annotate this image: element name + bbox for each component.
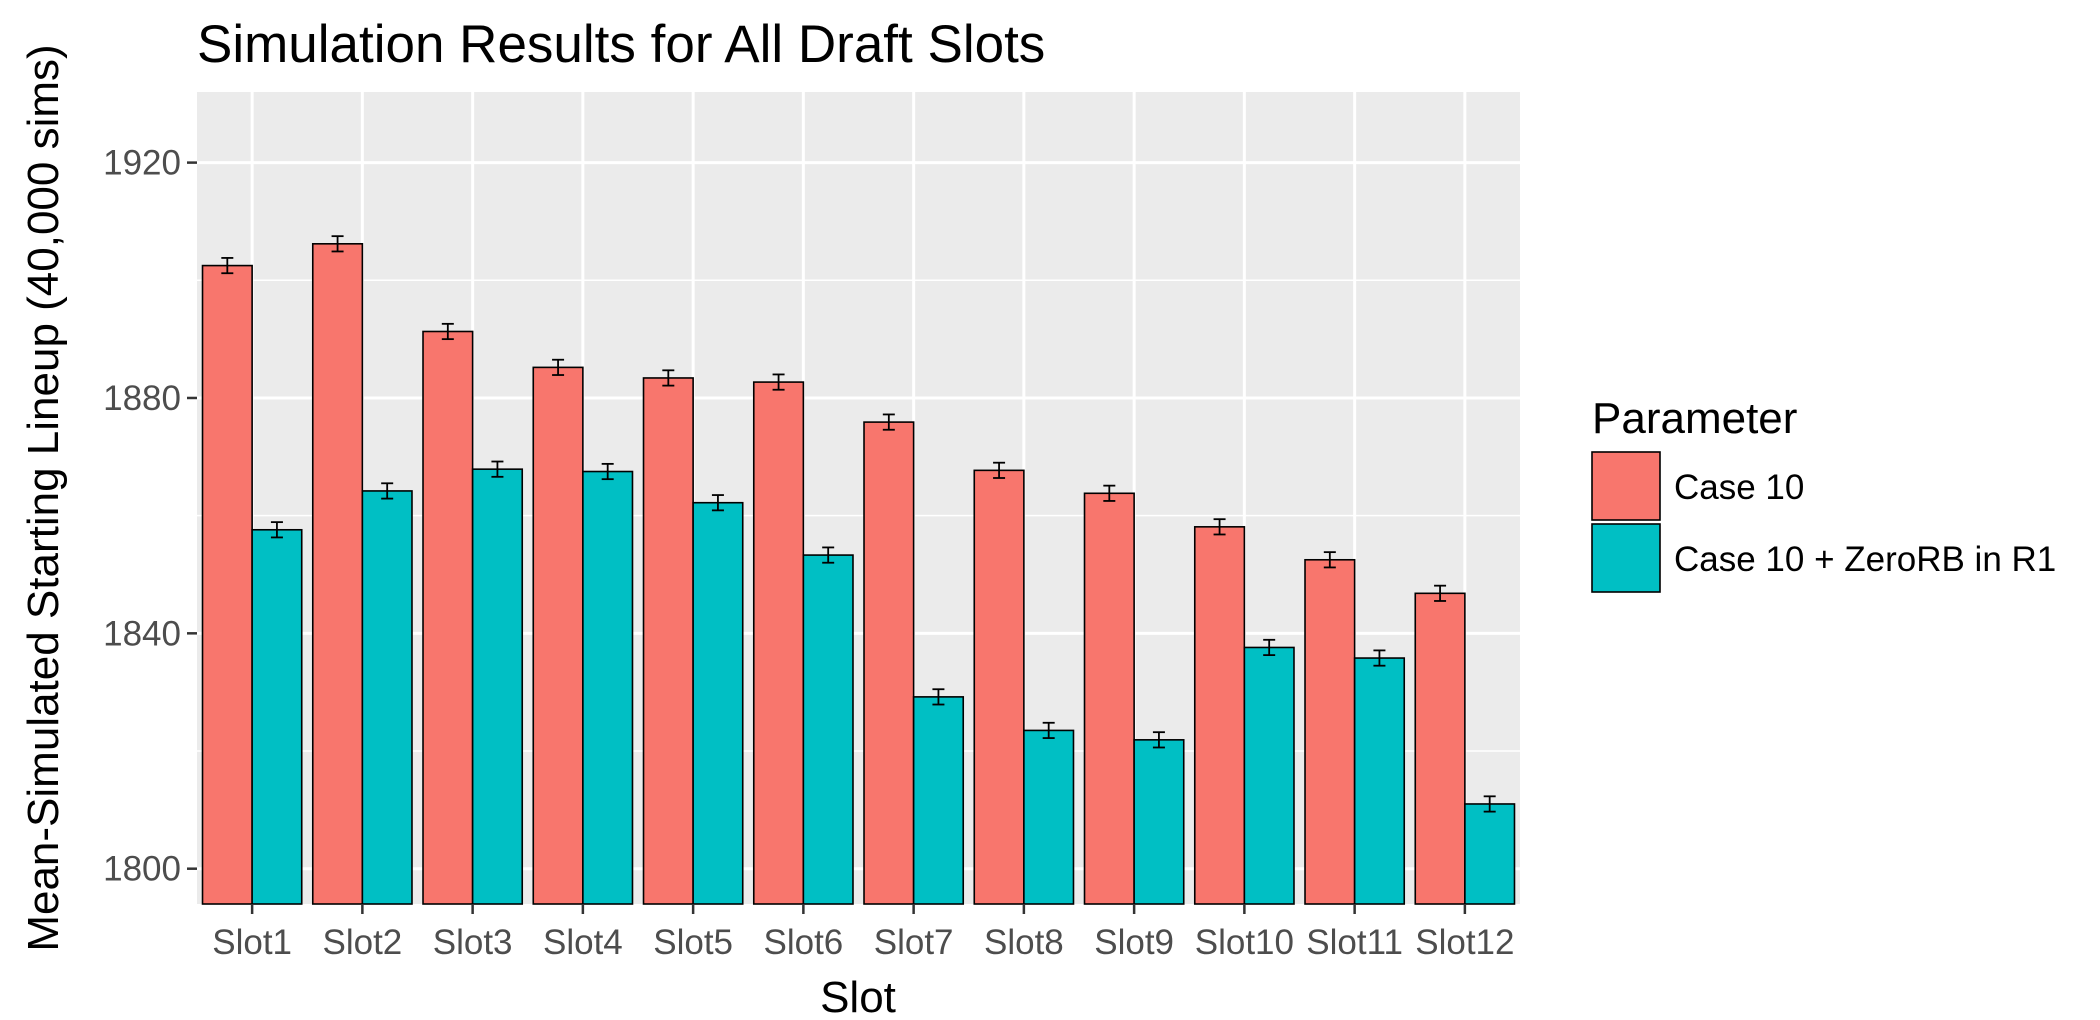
bar xyxy=(692,501,744,905)
x-tick-label: Slot6 xyxy=(763,923,843,962)
legend-items: Case 10 Case 10 + ZeroRB in R1 xyxy=(1591,451,2056,593)
bar xyxy=(752,381,805,905)
x-tick-label: Slot10 xyxy=(1195,923,1294,962)
x-tick-label: Slot3 xyxy=(433,923,513,962)
bar xyxy=(1133,739,1185,905)
bar xyxy=(642,377,694,905)
bar xyxy=(201,264,253,905)
y-tick-label: 1920 xyxy=(103,144,181,183)
x-tick-label: Slot11 xyxy=(1306,923,1403,962)
bar xyxy=(582,470,634,905)
bar xyxy=(1414,592,1466,905)
y-tick-label: 1880 xyxy=(103,379,181,418)
y-tick-label: 1840 xyxy=(103,614,181,653)
legend-label: Case 10 xyxy=(1674,468,1804,507)
x-tick-label: Slot12 xyxy=(1415,923,1514,962)
x-axis-title: Slot xyxy=(820,973,896,1020)
legend-label: Case 10 + ZeroRB in R1 xyxy=(1674,540,2056,579)
chart-title: Simulation Results for All Draft Slots xyxy=(197,15,1045,74)
bar xyxy=(311,243,364,905)
bar xyxy=(802,554,854,905)
x-tick-label: Slot2 xyxy=(322,923,402,962)
minor-gridlines xyxy=(197,279,1520,752)
y-axis-title: Mean-Simulated Starting Lineup (40,000 s… xyxy=(19,44,68,951)
legend-title: Parameter xyxy=(1592,394,1797,443)
error-bars-group xyxy=(221,235,1496,813)
x-tick-label: Slot5 xyxy=(653,923,733,962)
bar xyxy=(1023,729,1075,905)
bar xyxy=(1083,492,1135,905)
y-axis-ticks: 1800 1840 1880 1920 xyxy=(103,144,197,889)
legend: Parameter Case 10 Case 10 + ZeroRB in R1 xyxy=(1591,394,2056,593)
bar xyxy=(251,528,303,905)
x-axis-ticks: Slot1 Slot2 Slot3 Slot4 Slot5 Slot6 Slot7 Slot8… xyxy=(212,904,1515,962)
bar xyxy=(532,366,584,905)
bar xyxy=(863,421,915,905)
x-tick-label: Slot8 xyxy=(984,923,1064,962)
bar xyxy=(1193,526,1246,905)
legend-key xyxy=(1591,451,1661,521)
x-tick-label: Slot9 xyxy=(1094,923,1174,962)
bar xyxy=(1353,657,1406,905)
bar xyxy=(471,468,524,905)
x-tick-label: Slot1 xyxy=(212,923,292,962)
y-tick-label: 1800 xyxy=(103,850,181,889)
x-tick-label: Slot4 xyxy=(543,923,623,962)
bar xyxy=(422,330,474,905)
bar xyxy=(1304,558,1356,905)
bar xyxy=(1243,646,1295,905)
bars-group xyxy=(201,243,1516,905)
plot-panel xyxy=(197,92,1520,904)
bar xyxy=(1464,803,1516,905)
x-tick-label: Slot7 xyxy=(874,923,954,962)
bar xyxy=(912,696,965,905)
bar xyxy=(361,490,413,905)
bar xyxy=(973,469,1025,905)
legend-key xyxy=(1591,523,1661,593)
